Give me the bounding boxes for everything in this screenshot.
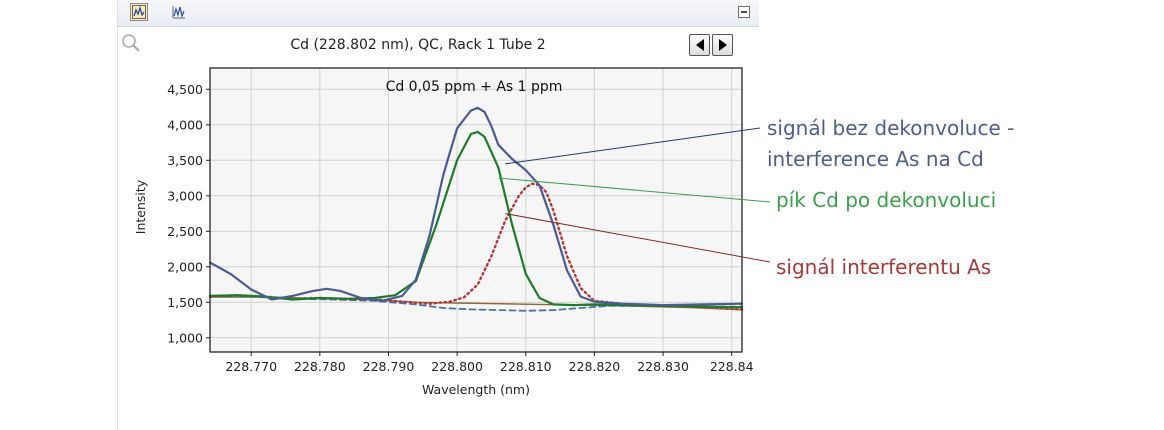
- series-line-cd: [208, 130, 744, 309]
- arrow-right-icon: [718, 39, 727, 51]
- series-line-raw: [208, 106, 744, 307]
- x-tick-label: 228.770: [225, 359, 277, 374]
- x-tick-label: 228.810: [500, 359, 552, 374]
- y-tick-label: 4,000: [167, 117, 203, 132]
- y-axis-label: Intensity: [133, 179, 148, 234]
- magnifier-icon[interactable]: [120, 32, 142, 54]
- collapse-icon[interactable]: [738, 6, 750, 18]
- pointer-line-as: [505, 213, 771, 263]
- x-tick-label: 228.780: [294, 359, 346, 374]
- x-tick-label: 228.84: [710, 359, 754, 374]
- y-tick-label: 1,500: [167, 295, 203, 310]
- chart-peaks-icon[interactable]: [170, 3, 188, 21]
- toolbar: [118, 0, 759, 27]
- annotation-raw-line2: interference As na Cd: [767, 147, 984, 171]
- y-tick-label: 2,000: [167, 259, 203, 274]
- y-tick-label: 3,000: [167, 188, 203, 203]
- y-tick-label: 1,000: [167, 330, 203, 345]
- chart-title: Cd 0,05 ppm + As 1 ppm: [386, 79, 563, 95]
- annotation-pointers: [498, 127, 771, 263]
- y-tick-label: 4,500: [167, 82, 203, 97]
- pointer-line-raw: [505, 127, 761, 165]
- plot-frame: [209, 67, 743, 353]
- x-axis-label: Wavelength (nm): [422, 382, 530, 397]
- axes: 228.770 228.780 228.790 228.800 228.810 228.8…: [167, 82, 753, 374]
- chart-line-icon[interactable]: [130, 3, 148, 21]
- y-tick-label: 2,500: [167, 224, 203, 239]
- arrow-left-icon: [695, 39, 704, 51]
- previous-button[interactable]: [689, 34, 710, 56]
- y-tick-label: 3,500: [167, 153, 203, 168]
- x-tick-label: 228.790: [363, 359, 415, 374]
- annotation-raw-line1: signál bez dekonvoluce -: [767, 116, 1015, 140]
- series-layer: [208, 106, 744, 312]
- next-button[interactable]: [712, 34, 733, 56]
- pointer-line-cd: [498, 177, 771, 203]
- annotation-raw-signal: signál bez dekonvoluce - interference As…: [767, 115, 1014, 172]
- x-tick-label: 228.820: [569, 359, 621, 374]
- annotation-cd-peak: pík Cd po dekonvoluci: [776, 188, 997, 212]
- x-tick-label: 228.830: [637, 359, 689, 374]
- plot-title: Cd (228.802 nm), QC, Rack 1 Tube 2: [290, 37, 546, 53]
- annotation-as-signal: signál interferentu As: [776, 255, 992, 279]
- x-tick-label: 228.800: [431, 359, 483, 374]
